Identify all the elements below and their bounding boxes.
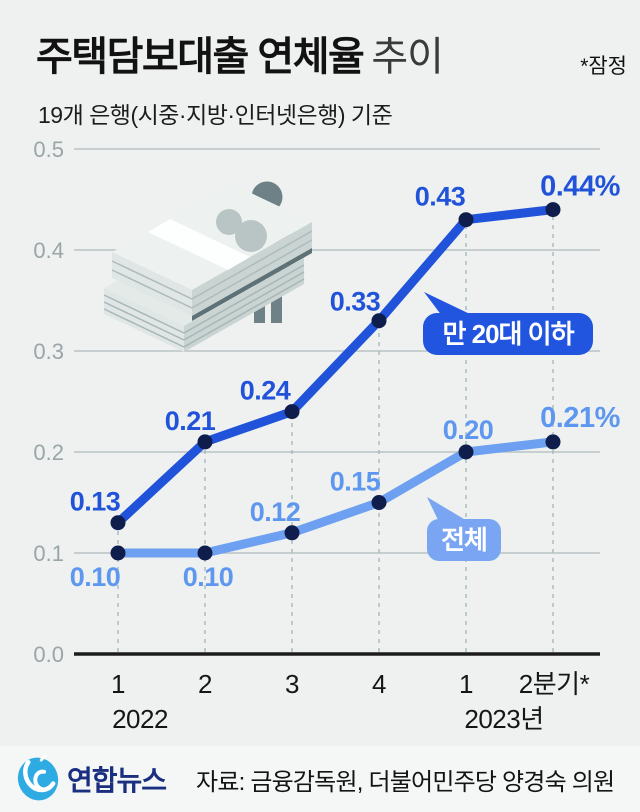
legend-bubble-1: 전체: [427, 497, 501, 561]
value-label: 0.21: [165, 406, 216, 436]
series-lines-group: [113, 205, 558, 558]
legend-bubble-label: 전체: [441, 525, 487, 555]
legend-bubble-0: 만 20대 이하: [423, 292, 593, 355]
legend-bubble-box: [427, 519, 501, 561]
value-label: 0.10: [183, 562, 234, 592]
value-label: 0.33: [330, 287, 381, 317]
value-label: 0.44%: [540, 171, 620, 203]
y-tick-label: 0.2: [33, 440, 64, 465]
data-point-dot: [545, 202, 561, 218]
legend-bubble-box: [423, 313, 593, 355]
legend-bubble-label: 만 20대 이하: [442, 319, 574, 349]
brand-name: 연합뉴스: [67, 765, 167, 796]
y-tick-label: 0.5: [33, 137, 64, 162]
value-label: 0.43: [415, 182, 466, 212]
data-point-dot: [197, 434, 213, 450]
data-point-dot: [110, 545, 126, 561]
y-tick-label: 0.0: [33, 642, 64, 667]
data-point-dot: [458, 444, 474, 460]
x-tick-label: 1: [459, 669, 473, 699]
chart-subtitle: 19개 은행(시중·지방·인터넷은행) 기준: [38, 102, 393, 128]
data-point-dot: [545, 434, 561, 450]
data-point-dot: [197, 545, 213, 561]
title-light: 추이: [371, 35, 444, 79]
x-tick-label: 2분기*: [519, 669, 590, 699]
series-line-0: [113, 205, 558, 528]
money-bundle-top-icon: [111, 184, 313, 316]
value-label: 0.10: [70, 562, 121, 592]
x-axis-labels-group: 1 2 3 4 1 2분기* 2022 2023년: [111, 669, 590, 734]
source-credit: 자료: 금융감독원, 더불어민주당 양경숙 의원: [196, 768, 615, 796]
provisional-note: *잠정: [580, 55, 627, 78]
value-label: 0.24: [240, 376, 291, 406]
x-tick-label: 1: [111, 669, 125, 699]
data-point-dot: [284, 525, 300, 541]
gridlines-group: 0.0 0.1 0.2 0.3 0.4 0.5: [33, 137, 600, 667]
legend-bubble-tail: [424, 292, 474, 316]
value-label: 0.20: [443, 415, 494, 445]
data-points-group: [110, 202, 561, 561]
x-tick-label: 2: [198, 669, 212, 699]
y-tick-label: 0.4: [33, 238, 64, 263]
title-bold: 주택담보대출 연체율: [36, 35, 365, 79]
yonhap-logo-icon: [17, 755, 59, 801]
year-label: 2022: [112, 704, 168, 734]
value-label: 0.13: [70, 487, 121, 517]
value-label: 0.15: [330, 467, 381, 497]
year-label: 2023년: [464, 704, 543, 734]
value-label: 0.21%: [540, 402, 620, 434]
data-point-dot: [371, 313, 387, 329]
data-point-dot: [371, 495, 387, 510]
value-label: 0.12: [250, 497, 301, 527]
data-point-dot: [458, 212, 474, 228]
legend-bubble-tail: [427, 497, 469, 522]
y-tick-label: 0.1: [33, 541, 64, 566]
page-title: 주택담보대출 연체율 추이: [36, 24, 444, 82]
x-tick-label: 4: [372, 669, 386, 699]
value-labels-group: 0.13 0.21 0.24 0.33 0.43 0.44% 0.10 0.10 0.12 0.1…: [70, 171, 621, 592]
series-line-1: [113, 437, 558, 558]
data-point-dot: [110, 515, 126, 531]
chart-svg: 0.0 0.1 0.2 0.3 0.4 0.5: [33, 137, 621, 734]
x-tick-label: 3: [285, 669, 299, 699]
footer-bar: 연합뉴스 자료: 금융감독원, 더불어민주당 양경숙 의원: [0, 746, 640, 812]
money-stack-person-illustration: [103, 181, 313, 352]
data-point-dot: [284, 404, 300, 420]
y-tick-label: 0.3: [33, 339, 64, 364]
